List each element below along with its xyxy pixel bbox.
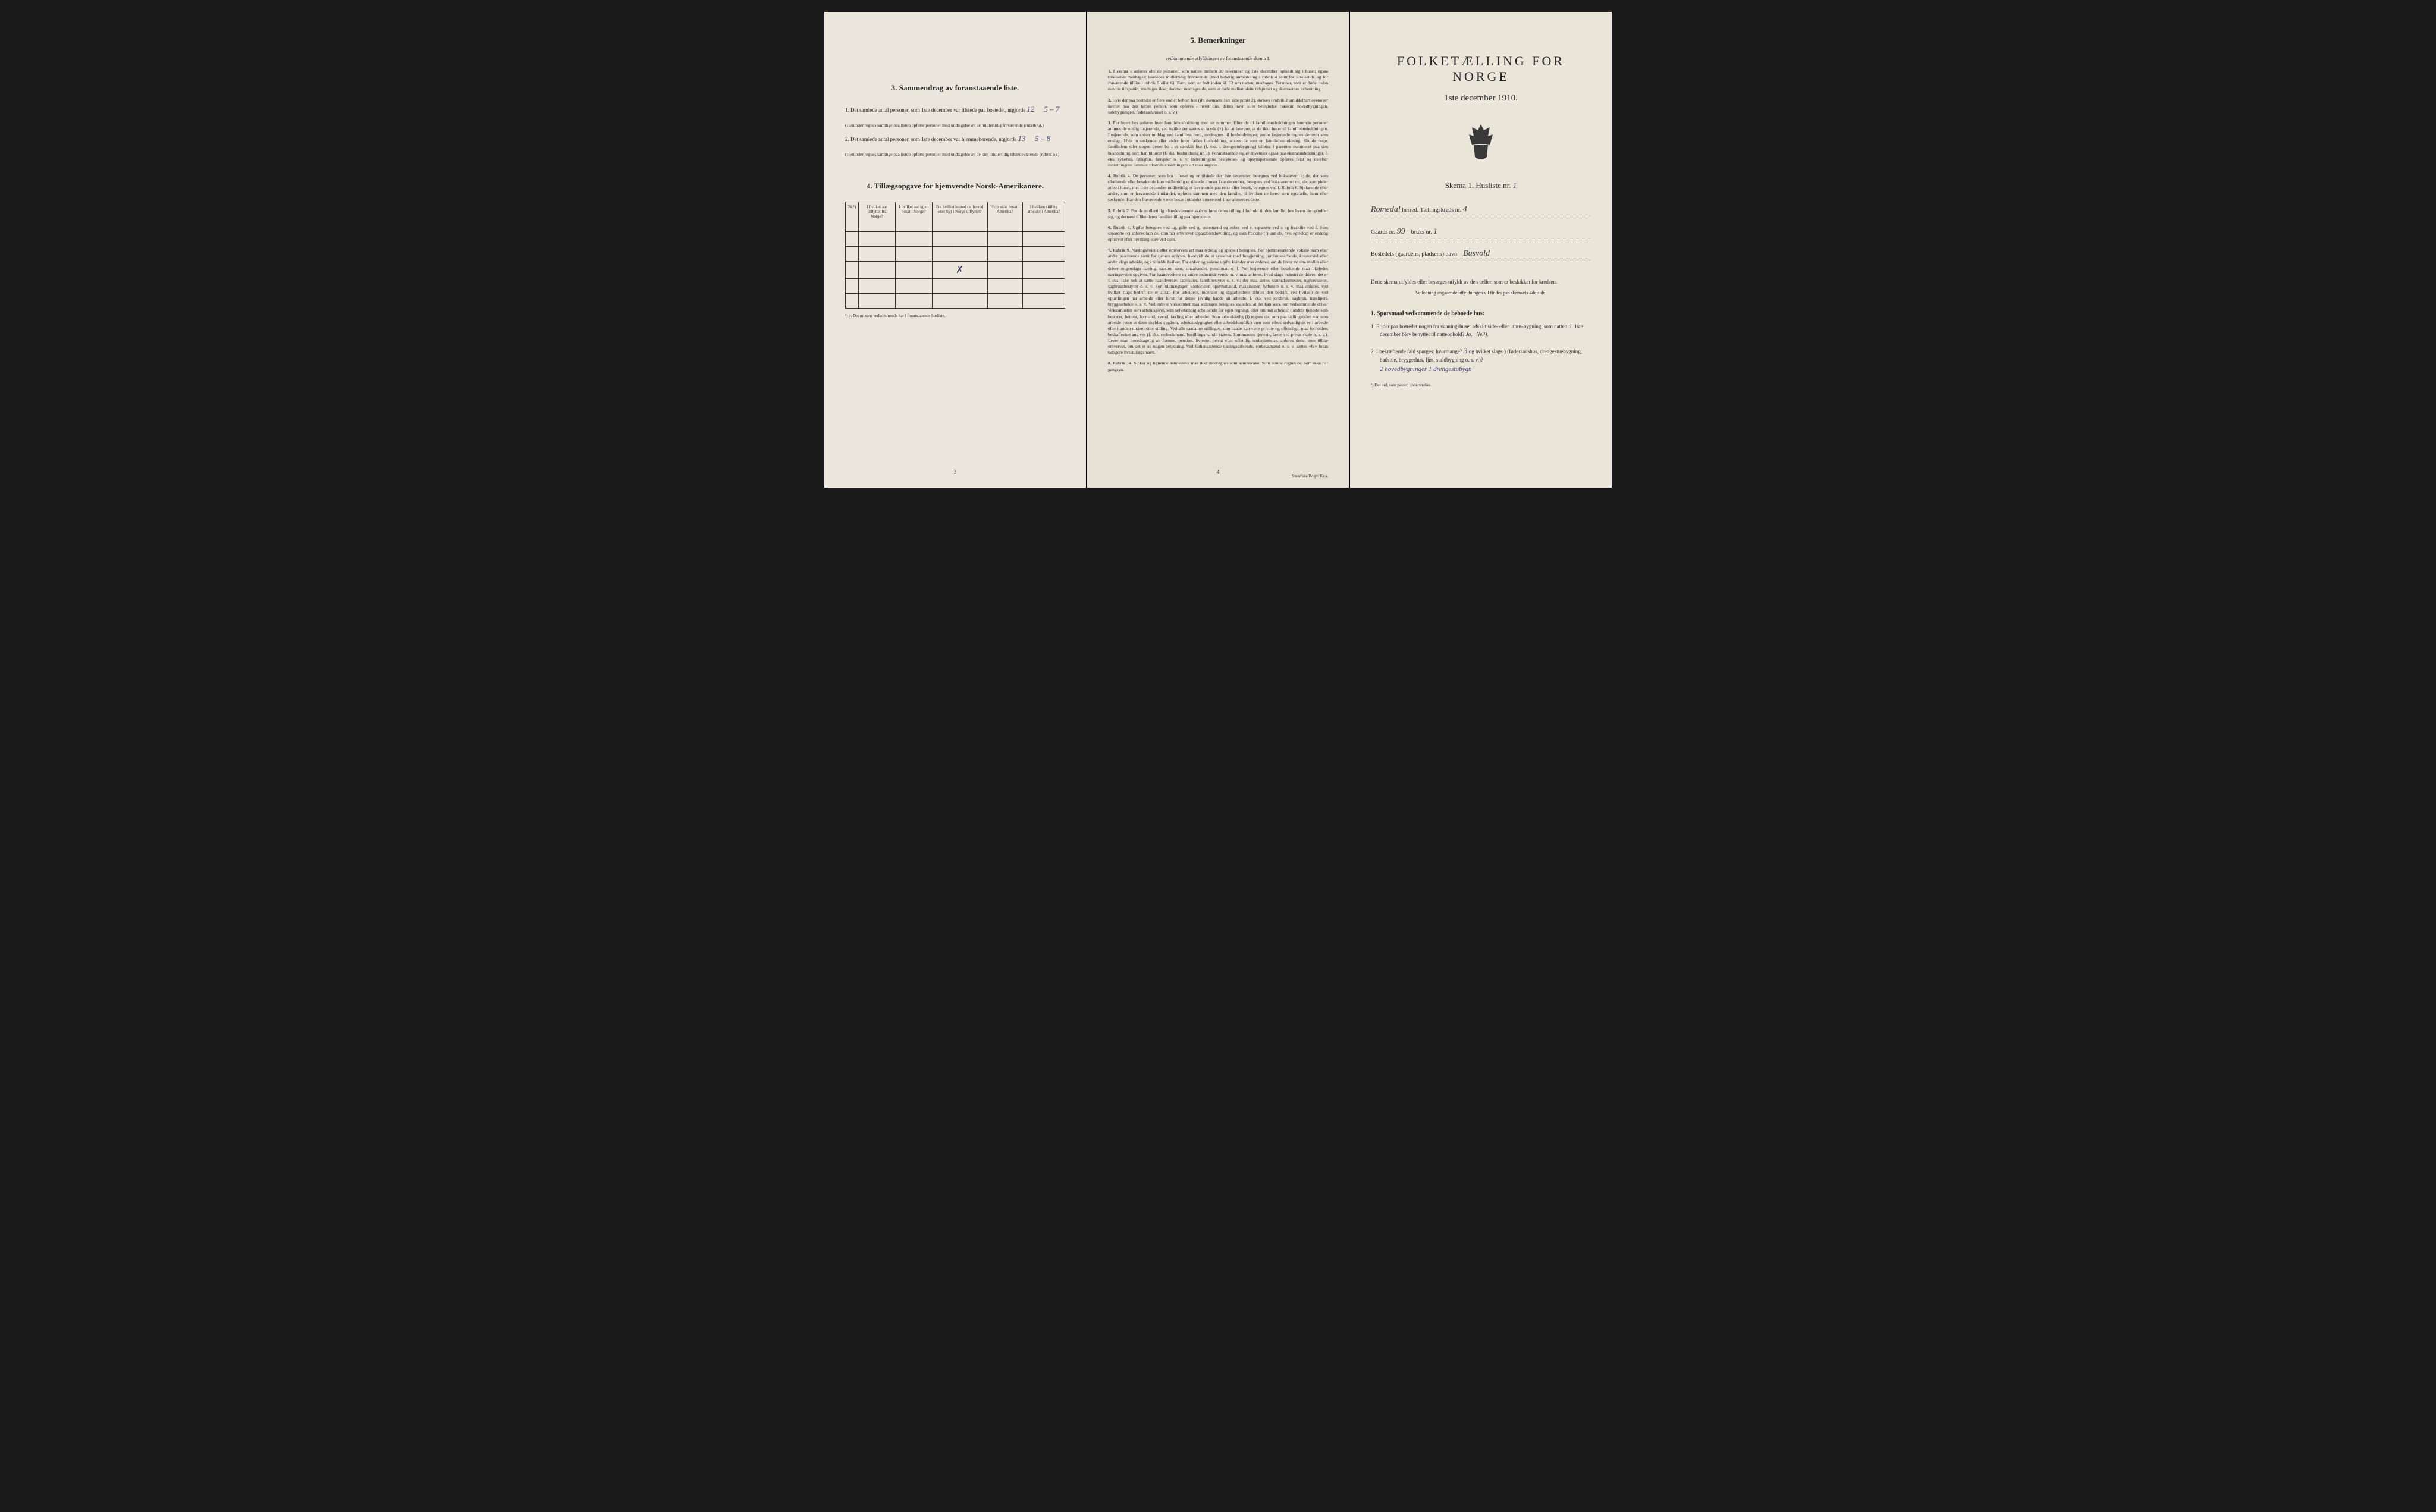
table-header-row: Nr.¹) I hvilket aar utflyttet fra Norge?… — [846, 202, 1065, 231]
q2: 2. I bekræftende fald spørges: hvormange… — [1371, 345, 1591, 375]
section-3: 3. Sammendrag av foranstaaende liste. 1.… — [845, 83, 1065, 158]
gaards-line: Gaards nr. 99 bruks nr. 1 — [1371, 227, 1591, 238]
bosted-value: Busvold — [1463, 249, 1490, 258]
th-5: I hvilken stilling arbeidet i Amerika? — [1023, 202, 1065, 231]
page-num-left: 3 — [954, 469, 957, 476]
skema-line: Skema 1. Husliste nr. 1 — [1371, 181, 1591, 190]
page-right: FOLKETÆLLING FOR NORGE 1ste december 191… — [1350, 12, 1612, 488]
q1: 1. Er der paa bostedet nogen fra vaaning… — [1371, 323, 1591, 339]
th-2: I hvilket aar igjen bosat i Norge? — [895, 202, 932, 231]
printer-mark: Steen'ske Bogtr. Kr.a. — [1292, 474, 1328, 479]
bemerk-3: 3. For hvert hus anføres hver familiehus… — [1108, 120, 1328, 168]
sporsmaal-section: 1. Spørsmaal vedkommende de beboede hus:… — [1371, 310, 1591, 375]
q2-answer: 2 hovedbygninger 1 drengestubygn — [1380, 366, 1471, 373]
instructions-sub: Veiledning angaaende utfyldningen vil fi… — [1371, 290, 1591, 296]
herred-line: Romedal herred. Tællingskreds nr. 4 — [1371, 205, 1591, 216]
item-1: 1. Det samlede antal personer, som 1ste … — [845, 103, 1065, 115]
page-num-middle: 4 — [1217, 469, 1220, 476]
th-0: Nr.¹) — [846, 202, 859, 231]
item-1-extra: 5 – 7 — [1044, 105, 1059, 114]
q1-nei: Nei¹). — [1476, 331, 1488, 337]
herred-label: herred. Tællingskreds nr. — [1402, 207, 1461, 213]
crown-icon — [1463, 121, 1499, 163]
bruks-nr: 1 — [1433, 227, 1437, 236]
x-mark: ✗ — [956, 265, 963, 275]
th-3: Fra hvilket bosted (ɔ: herred eller by) … — [932, 202, 987, 231]
bosted-line: Bostedets (gaardens, pladsens) navn Busv… — [1371, 249, 1591, 260]
kreds-nr: 4 — [1463, 205, 1467, 214]
footnote: ¹) Det ord, som passer, understrekes. — [1371, 383, 1591, 388]
bemerk-6-text: Rubrik 8. Ugifte betegnes ved ug, gifte … — [1108, 225, 1328, 242]
item-2: 2. Det samlede antal personer, som 1ste … — [845, 133, 1065, 144]
item-2-value: 13 — [1018, 134, 1026, 143]
bemerk-6: 6. Rubrik 8. Ugifte betegnes ved ug, gif… — [1108, 225, 1328, 243]
th-4: Hvor sidst bosat i Amerika? — [987, 202, 1023, 231]
th-1: I hvilket aar utflyttet fra Norge? — [859, 202, 896, 231]
sporsmaal-title: 1. Spørsmaal vedkommende de beboede hus: — [1371, 310, 1591, 317]
q2-text: 2. I bekræftende fald spørges: hvormange… — [1371, 348, 1464, 354]
table-row — [846, 246, 1065, 261]
q1-ja: Ja. — [1466, 331, 1473, 337]
item-2-note: (Herunder regnes samtlige paa listen opf… — [845, 152, 1065, 158]
bemerk-subtitle: vedkommende utfyldningen av foranstaaend… — [1108, 56, 1328, 61]
bemerk-7-text: Rubrik 9. Næringsveiens eller erhvervets… — [1108, 247, 1328, 355]
table-row — [846, 278, 1065, 293]
bemerk-4: 4. Rubrik 4. De personer, som bor i huse… — [1108, 173, 1328, 203]
bemerk-8: 8. Rubrik 14. Sinker og lignende aandssl… — [1108, 360, 1328, 372]
section-4-title: 4. Tillægsopgave for hjemvendte Norsk-Am… — [845, 181, 1065, 191]
bosted-label: Bostedets (gaardens, pladsens) navn — [1371, 251, 1457, 257]
item-2-text: 2. Det samlede antal personer, som 1ste … — [845, 136, 1018, 142]
gaards-nr: 99 — [1397, 227, 1405, 236]
bemerk-8-text: Rubrik 14. Sinker og lignende aandssløve… — [1108, 360, 1328, 372]
amerikaner-table: Nr.¹) I hvilket aar utflyttet fra Norge?… — [845, 202, 1065, 309]
bemerk-1: 1. I skema 1 anføres alle de personer, s… — [1108, 68, 1328, 93]
page-left: 3. Sammendrag av foranstaaende liste. 1.… — [824, 12, 1086, 488]
bemerk-3-text: For hvert hus anføres hver familiehushol… — [1108, 120, 1328, 168]
table-row — [846, 231, 1065, 246]
bemerk-5: 5. Rubrik 7. For de midlertidig tilstede… — [1108, 208, 1328, 220]
table-note: ¹) ɔ: Det nr. som vedkommende har i fora… — [845, 313, 1065, 318]
document-container: 3. Sammendrag av foranstaaende liste. 1.… — [824, 12, 1612, 488]
bemerk-2: 2. Hvis der paa bostedet er flere end ét… — [1108, 98, 1328, 115]
title-date: 1ste december 1910. — [1371, 93, 1591, 103]
bruks-label: bruks nr. — [1411, 229, 1432, 235]
bemerk-7: 7. Rubrik 9. Næringsveiens eller erhverv… — [1108, 247, 1328, 356]
skema-nr: 1 — [1513, 181, 1517, 190]
item-2-extra: 5 – 8 — [1035, 134, 1050, 143]
instructions: Dette skema utfyldes eller besørges utfy… — [1371, 278, 1591, 287]
bemerk-list: 1. I skema 1 anføres alle de personer, s… — [1108, 68, 1328, 373]
bemerk-5-text: Rubrik 7. For de midlertidig tilstedevær… — [1108, 208, 1328, 219]
skema-label: Skema 1. Husliste nr. — [1445, 181, 1511, 190]
page-middle: 5. Bemerkninger vedkommende utfyldningen… — [1087, 12, 1349, 488]
q2-value: 3 — [1464, 346, 1468, 355]
gaards-label: Gaards nr. — [1371, 229, 1395, 235]
table-row — [846, 293, 1065, 308]
bemerk-4-text: Rubrik 4. De personer, som bor i huset o… — [1108, 173, 1328, 203]
table-row: ✗ — [846, 261, 1065, 278]
bemerk-1-text: I skema 1 anføres alle de personer, som … — [1108, 68, 1328, 92]
item-1-value: 12 — [1027, 105, 1035, 114]
title-main: FOLKETÆLLING FOR NORGE — [1371, 54, 1591, 84]
item-1-note: (Herunder regnes samtlige paa listen opf… — [845, 122, 1065, 128]
bemerk-title: 5. Bemerkninger — [1108, 36, 1328, 45]
section-3-title: 3. Sammendrag av foranstaaende liste. — [845, 83, 1065, 93]
item-1-text: 1. Det samlede antal personer, som 1ste … — [845, 107, 1027, 113]
crown-emblem — [1463, 121, 1499, 163]
herred-value: Romedal — [1371, 205, 1401, 214]
bemerk-2-text: Hvis der paa bostedet er flere end ét be… — [1108, 98, 1328, 115]
section-4: 4. Tillægsopgave for hjemvendte Norsk-Am… — [845, 181, 1065, 318]
